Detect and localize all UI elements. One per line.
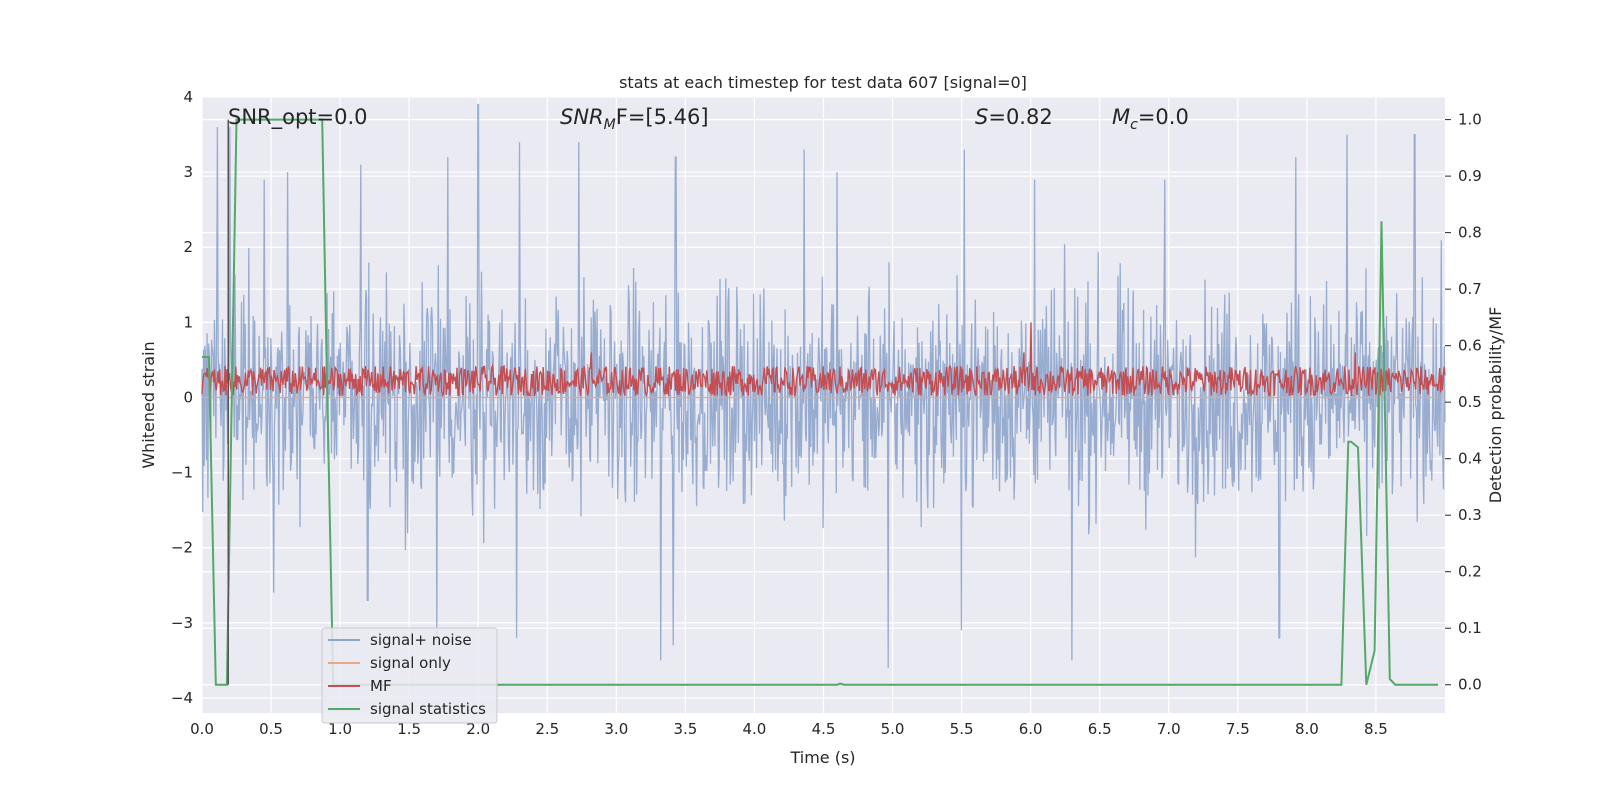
x-tick-label: 2.5 bbox=[535, 720, 559, 738]
y-right-tick-label: 1.0 bbox=[1458, 111, 1482, 129]
series-signal-noise bbox=[201, 103, 1446, 668]
legend-label-signal-noise: signal+ noise bbox=[370, 631, 472, 649]
x-tick-label: 7.5 bbox=[1226, 720, 1250, 738]
x-tick-label: 2.0 bbox=[466, 720, 490, 738]
x-axis-label: Time (s) bbox=[789, 748, 855, 767]
series-layer bbox=[201, 103, 1446, 686]
x-tick-label: 0.5 bbox=[259, 720, 283, 738]
y-left-tick-label: −3 bbox=[171, 614, 193, 632]
y-left-tick-label: −1 bbox=[171, 464, 193, 482]
y-right-tick-label: 0.8 bbox=[1458, 224, 1482, 242]
y-left-tick-label: 0 bbox=[183, 388, 193, 406]
annotation-mc: Mc=0.0 bbox=[1112, 105, 1189, 133]
x-tick-label: 3.5 bbox=[673, 720, 697, 738]
x-tick-label: 1.5 bbox=[397, 720, 421, 738]
y-left-tick-label: 1 bbox=[183, 313, 193, 331]
y-right-tick-label: 0.9 bbox=[1458, 167, 1482, 185]
annotation-mc-subscript: c bbox=[1130, 117, 1138, 133]
legend-box bbox=[321, 627, 498, 724]
x-tick-label: 6.5 bbox=[1088, 720, 1112, 738]
annotation-snr-mf-symbol: SNR bbox=[560, 105, 604, 129]
y-right-tick-label: 0.1 bbox=[1458, 619, 1482, 637]
x-tick-label: 1.0 bbox=[328, 720, 352, 738]
y-left-tick-label: −2 bbox=[171, 539, 193, 557]
x-tick-label: 8.0 bbox=[1295, 720, 1319, 738]
x-tick-label: 6.0 bbox=[1019, 720, 1043, 738]
y-right-tick-label: 0.3 bbox=[1458, 506, 1482, 524]
y-right-tick-label: 0.6 bbox=[1458, 337, 1482, 355]
legend-label-signal-statistics: signal statistics bbox=[370, 700, 486, 718]
legend-label-signal-only: signal only bbox=[370, 654, 451, 672]
y-axis-right-label: Detection probability/MF bbox=[1486, 307, 1505, 504]
annotation-snr-mf: SNRMF=[5.46] bbox=[560, 105, 709, 133]
x-tick-label: 0.0 bbox=[190, 720, 214, 738]
annotation-snr-mf-value: F=[5.46] bbox=[616, 105, 709, 129]
y-right-tick-label: 0.2 bbox=[1458, 563, 1482, 581]
y-right-tick-label: 0.4 bbox=[1458, 450, 1482, 468]
series-mf bbox=[201, 322, 1446, 398]
annotation-mc-symbol: M bbox=[1112, 105, 1130, 129]
y-left-tick-label: 2 bbox=[183, 238, 193, 256]
x-tick-label: 3.0 bbox=[604, 720, 628, 738]
chart-title: stats at each timestep for test data 607… bbox=[619, 73, 1027, 92]
legend: signal+ noise signal only MF signal stat… bbox=[321, 627, 498, 724]
y-axis-left-label: Whitened strain bbox=[139, 341, 158, 468]
y-left-tick-label: 3 bbox=[183, 163, 193, 181]
ticks: 0.0 0.5 1.0 1.5 2.0 2.5 3.0 3.5 4.0 4.5 5.0 5.5 6.0 6… bbox=[171, 88, 1482, 738]
x-tick-label: 7.0 bbox=[1157, 720, 1181, 738]
y-right-tick-label: 0.5 bbox=[1458, 393, 1482, 411]
x-tick-label: 8.5 bbox=[1364, 720, 1388, 738]
x-tick-label: 5.0 bbox=[881, 720, 905, 738]
y-right-tick-label: 0.7 bbox=[1458, 280, 1482, 298]
annotation-s-value: =0.82 bbox=[988, 105, 1052, 129]
annotation-s: S=0.82 bbox=[975, 105, 1053, 129]
series-signal-statistics bbox=[202, 118, 1439, 686]
y-right-tick-label: 0.0 bbox=[1458, 676, 1482, 694]
annotation-snr-opt: SNR_opt=0.0 bbox=[228, 105, 368, 130]
x-tick-label: 5.5 bbox=[950, 720, 974, 738]
annotation-mc-value: =0.0 bbox=[1138, 105, 1189, 129]
x-tick-label: 4.5 bbox=[812, 720, 836, 738]
x-tick-label: 4.0 bbox=[743, 720, 767, 738]
legend-label-mf: MF bbox=[370, 677, 392, 695]
y-left-tick-label: 4 bbox=[183, 88, 193, 106]
annotation-s-symbol: S bbox=[975, 105, 988, 129]
annotation-snr-mf-subscript: M bbox=[604, 117, 616, 133]
y-left-tick-label: −4 bbox=[171, 689, 193, 707]
